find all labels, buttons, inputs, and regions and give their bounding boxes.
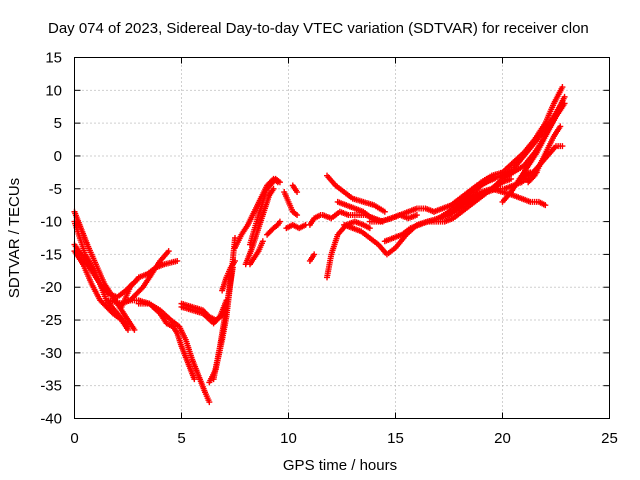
series-arc27 xyxy=(324,172,388,215)
series-arc36 xyxy=(499,103,564,205)
data-point xyxy=(165,248,172,255)
data-point xyxy=(206,399,213,406)
y-tick-label: -40 xyxy=(40,411,62,428)
y-tick-label: -5 xyxy=(49,181,62,198)
series-arc8 xyxy=(135,300,198,383)
data-point xyxy=(276,218,283,225)
data-point xyxy=(131,326,138,333)
y-tick-labels: 15 10 5 0 -5 -10 -15 -20 -25 -30 -35 -40 xyxy=(40,50,62,428)
data-point xyxy=(232,257,238,264)
data-point xyxy=(125,326,131,333)
series-arc21 xyxy=(289,182,301,196)
data-point xyxy=(259,238,266,245)
grid-lines xyxy=(74,57,610,419)
y-tick-label: -15 xyxy=(40,246,62,263)
y-tick-label: -25 xyxy=(40,312,62,329)
x-tick-label: 10 xyxy=(280,430,297,447)
data-point xyxy=(270,185,277,192)
data-point xyxy=(557,123,564,130)
chart-title: Day 074 of 2023, Sidereal Day-to-day VTE… xyxy=(48,20,589,37)
y-tick-label: -20 xyxy=(40,279,62,296)
data-point xyxy=(413,212,420,219)
series-arc23 xyxy=(306,251,318,264)
axis-ticks xyxy=(74,57,610,419)
x-tick-label: 20 xyxy=(494,430,511,447)
series-arc29 xyxy=(366,205,438,225)
data-point xyxy=(533,169,540,176)
series-arc25 xyxy=(341,218,431,258)
x-tick-label: 0 xyxy=(70,430,78,447)
series-arc37 xyxy=(525,123,564,186)
series-arc17 xyxy=(246,238,266,268)
data-point xyxy=(559,143,566,150)
y-tick-label: -30 xyxy=(40,345,62,362)
data-point xyxy=(559,84,566,91)
data-point xyxy=(508,175,515,182)
x-tick-label: 15 xyxy=(387,430,404,447)
x-tick-label: 5 xyxy=(177,430,185,447)
series-arc13 xyxy=(219,257,238,294)
y-tick-label: 5 xyxy=(54,115,62,132)
series-arc18 xyxy=(264,218,283,238)
data-point xyxy=(542,202,549,209)
data-point xyxy=(366,225,373,232)
series-arc38 xyxy=(516,169,540,182)
y-tick-label: -35 xyxy=(40,378,62,395)
data-point xyxy=(381,208,388,215)
data-point xyxy=(490,175,497,182)
data-point xyxy=(174,257,181,264)
series-arc39 xyxy=(431,175,497,215)
y-tick-label: 15 xyxy=(45,50,62,67)
series-arc6 xyxy=(118,257,181,310)
data-point xyxy=(294,212,301,219)
series-arc1 xyxy=(71,208,138,333)
x-tick-label: 25 xyxy=(601,430,618,447)
data-markers xyxy=(71,84,568,406)
series-arc16 xyxy=(232,175,281,251)
data-point xyxy=(561,93,568,100)
data-point xyxy=(311,251,318,258)
y-axis-label: SDTVAR / TECUs xyxy=(6,178,23,298)
y-tick-label: -10 xyxy=(40,214,62,231)
data-point xyxy=(561,100,568,107)
data-point xyxy=(274,179,281,186)
y-tick-label: 10 xyxy=(45,82,62,99)
series-arc19 xyxy=(283,221,309,232)
series-arc14 xyxy=(242,185,277,268)
x-axis-label: GPS time / hours xyxy=(283,457,397,474)
series-arc4 xyxy=(71,248,131,333)
y-tick-label: 0 xyxy=(54,148,62,165)
data-point xyxy=(557,103,564,110)
plot-frame xyxy=(74,57,610,419)
series-arc20 xyxy=(281,189,301,219)
data-point xyxy=(294,189,301,196)
data-point xyxy=(191,376,198,383)
x-tick-labels: 0 5 10 15 20 25 xyxy=(70,430,618,447)
